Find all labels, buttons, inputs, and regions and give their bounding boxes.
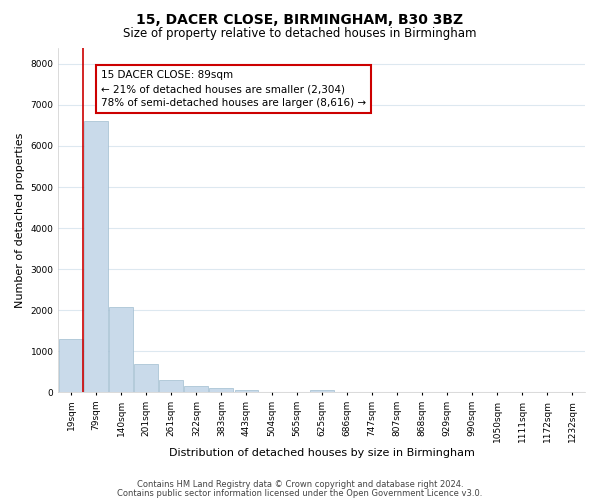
Bar — [109, 307, 133, 392]
X-axis label: Distribution of detached houses by size in Birmingham: Distribution of detached houses by size … — [169, 448, 475, 458]
Text: Contains public sector information licensed under the Open Government Licence v3: Contains public sector information licen… — [118, 488, 482, 498]
Text: 15, DACER CLOSE, BIRMINGHAM, B30 3BZ: 15, DACER CLOSE, BIRMINGHAM, B30 3BZ — [136, 12, 464, 26]
Bar — [184, 386, 208, 392]
Bar — [134, 364, 158, 392]
Bar — [59, 339, 83, 392]
Bar — [235, 390, 259, 392]
Bar — [310, 390, 334, 392]
Y-axis label: Number of detached properties: Number of detached properties — [15, 132, 25, 308]
Text: Contains HM Land Registry data © Crown copyright and database right 2024.: Contains HM Land Registry data © Crown c… — [137, 480, 463, 489]
Bar — [160, 380, 183, 392]
Text: Size of property relative to detached houses in Birmingham: Size of property relative to detached ho… — [123, 28, 477, 40]
Bar — [209, 388, 233, 392]
Text: 15 DACER CLOSE: 89sqm
← 21% of detached houses are smaller (2,304)
78% of semi-d: 15 DACER CLOSE: 89sqm ← 21% of detached … — [101, 70, 366, 108]
Bar — [84, 122, 108, 392]
